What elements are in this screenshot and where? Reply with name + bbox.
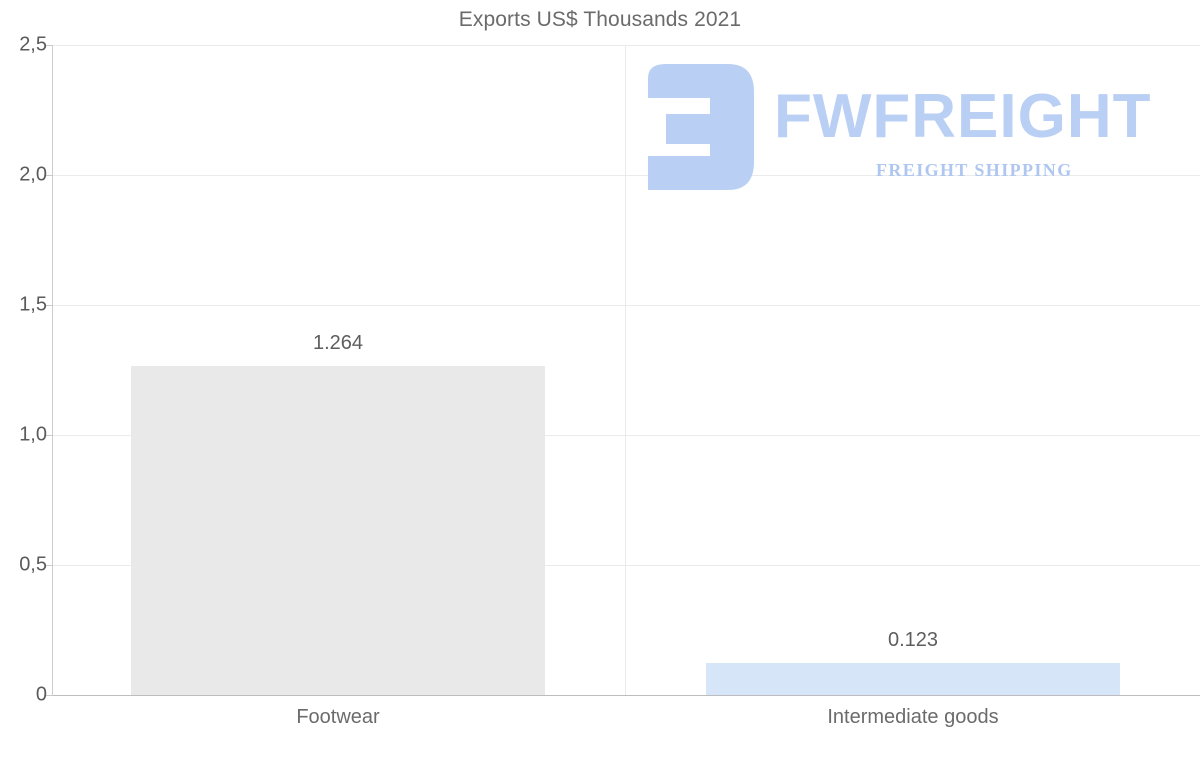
watermark-wordmark: FWFREIGHT <box>774 82 1152 151</box>
gridline-y-1-0 <box>52 435 1200 436</box>
bar-intermediate-goods[interactable] <box>706 663 1120 695</box>
gridline-y-0-5 <box>52 565 1200 566</box>
y-axis-label-1: 0,5 <box>19 553 47 576</box>
y-tick-0 <box>45 695 53 696</box>
bar-value-intermediate-goods: 0.123 <box>887 629 939 651</box>
bar-value-footwear: 1.264 <box>312 332 364 354</box>
gridline-y-2-5 <box>52 45 1200 46</box>
y-tick-2-5 <box>45 45 53 46</box>
y-tick-0-5 <box>45 565 53 566</box>
y-tick-1-0 <box>45 435 53 436</box>
y-tick-1-5 <box>45 305 53 306</box>
chart-title: Exports US$ Thousands 2021 <box>458 8 742 31</box>
y-axis-label-4: 2,0 <box>19 163 47 186</box>
gridline-y-2-0 <box>52 175 1200 176</box>
bar-footwear[interactable] <box>131 366 545 695</box>
watermark-tagline: FREIGHT SHIPPING <box>876 160 1073 180</box>
gridline-y-1-5 <box>52 305 1200 306</box>
x-axis-line <box>52 695 1200 696</box>
y-tick-2-0 <box>45 175 53 176</box>
y-axis-line <box>52 45 53 695</box>
y-axis-label-2: 1,0 <box>19 423 47 446</box>
category-label-intermediate-goods: Intermediate goods <box>827 706 999 728</box>
reversed-e-logo-icon <box>648 64 754 190</box>
category-label-footwear: Footwear <box>296 706 380 728</box>
gridline-category-divider <box>625 45 626 695</box>
watermark: FWFREIGHT FREIGHT SHIPPING <box>648 62 1151 190</box>
y-axis-label-3: 1,5 <box>19 293 47 316</box>
y-axis-label-0: 0 <box>35 683 47 706</box>
y-axis-label-5: 2,5 <box>19 33 47 56</box>
